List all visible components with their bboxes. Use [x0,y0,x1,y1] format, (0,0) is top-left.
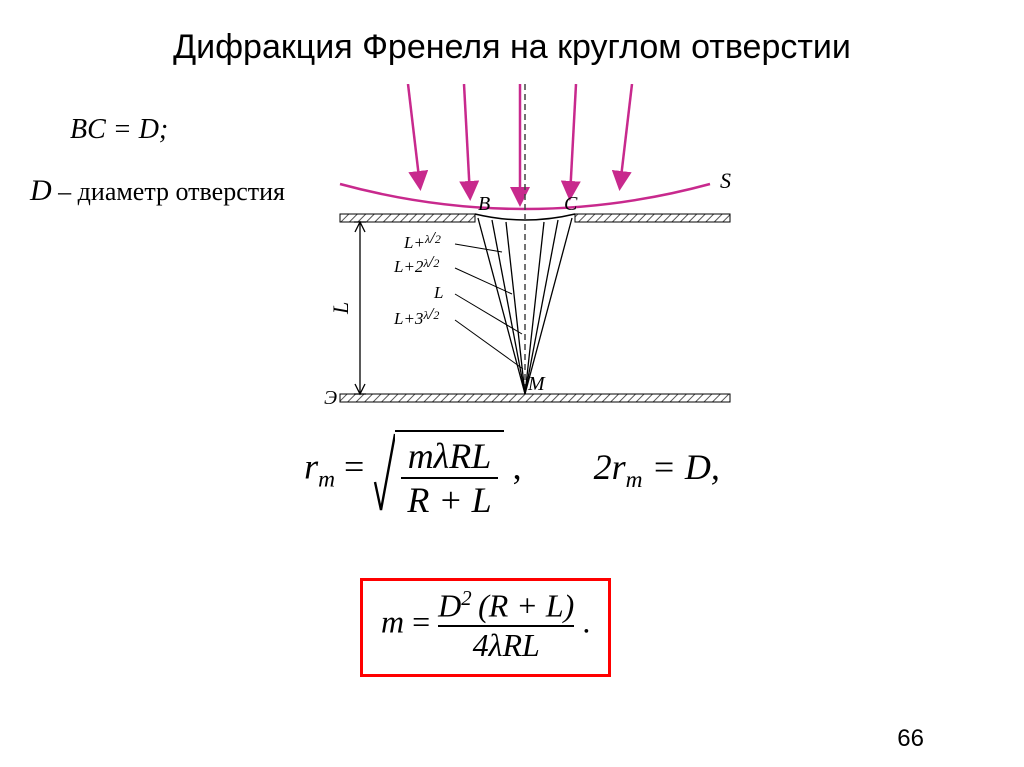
svg-text:L+3λ/2: L+3λ/2 [393,304,439,328]
formula-2rm: 2rm = D, [594,446,720,494]
label-l-dim: L [328,302,353,315]
formula-row: rm = mλRL R + L , 2rm = D, [0,430,1024,510]
label-e: Э [324,387,337,409]
m-denominator: 4λRL [473,627,540,664]
fresnel-diagram: S B C Э M L+λ/2 L+2λ/2 L L+ [300,84,750,424]
rm-numerator: mλRL [408,436,492,476]
equation-bc-d: BC = D; [70,114,168,146]
rm-denominator: R + L [407,480,491,520]
m-numerator-d2: D [438,588,461,624]
page-title: Дифракция Френеля на круглом отверстии [0,0,1024,67]
label-b: B [478,193,490,215]
incoming-arrows [408,84,632,202]
d-text: – диаметр отверстия [58,177,285,206]
screen-barrier [340,394,730,402]
label-s: S [720,168,731,193]
eq1-text: BC = D; [70,114,168,145]
page-number: 66 [897,725,924,753]
zone-labels: L+λ/2 L+2λ/2 L L+3λ/2 [393,228,443,328]
l-dimension [354,222,366,394]
svg-text:L+λ/2: L+λ/2 [403,228,441,252]
equation-d-diameter: D – диаметр отверстия [30,174,285,208]
label-c: C [564,193,578,215]
svg-text:L+2λ/2: L+2λ/2 [393,252,439,276]
formula-m-boxed: m = D2 (R + L) 4λRL . [360,578,611,677]
formula-rm: rm = mλRL R + L , [304,430,522,510]
top-barrier [340,214,730,222]
svg-text:L: L [433,283,443,302]
label-m: M [527,373,546,395]
d-symbol: D [30,174,52,207]
